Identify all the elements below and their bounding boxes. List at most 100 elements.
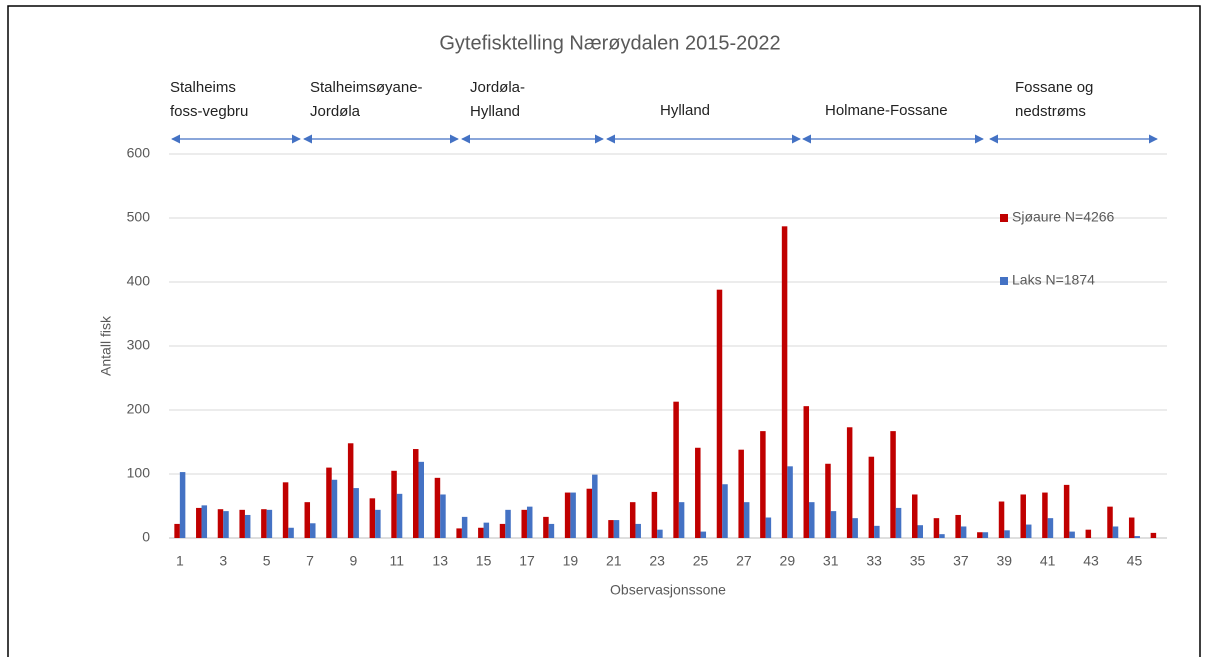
bar <box>369 498 376 538</box>
bar <box>201 505 208 538</box>
legend-label: Sjøaure N=4266 <box>1012 209 1115 225</box>
x-tick-label: 41 <box>1040 553 1056 569</box>
bar <box>282 482 289 538</box>
x-tick-label: 31 <box>823 553 839 569</box>
bar <box>1020 494 1026 538</box>
y-tick-label: 200 <box>127 401 151 417</box>
bar <box>830 511 837 538</box>
bar <box>266 509 273 538</box>
bar <box>391 470 397 538</box>
bar <box>310 523 316 538</box>
bar <box>413 449 419 538</box>
legend-label: Laks N=1874 <box>1012 272 1095 288</box>
section-label: Stalheimsøyane- <box>310 79 423 96</box>
bar <box>505 509 511 538</box>
bar <box>1128 517 1135 538</box>
bar <box>635 523 641 538</box>
bar <box>261 509 267 538</box>
frame <box>7 5 1201 657</box>
bar <box>564 492 571 538</box>
bar <box>613 520 620 538</box>
bar <box>825 463 831 538</box>
bar <box>977 532 983 538</box>
bar <box>548 523 555 538</box>
bar <box>353 488 359 538</box>
bar <box>846 427 853 538</box>
section-label: Fossane og <box>1015 79 1093 96</box>
bar <box>1107 506 1113 538</box>
bar <box>787 466 793 538</box>
bar <box>955 514 961 538</box>
bar <box>716 289 723 538</box>
bar <box>440 494 446 538</box>
bar <box>521 509 527 538</box>
x-axis-title: Observasjonssone <box>610 582 726 598</box>
bar <box>543 516 549 538</box>
bar <box>217 509 224 538</box>
bar <box>331 479 338 538</box>
x-tick-label: 7 <box>306 553 314 569</box>
bar <box>570 492 576 538</box>
bar <box>288 527 294 538</box>
bar <box>722 484 728 538</box>
y-axis-title: Antall fisk <box>98 315 114 376</box>
x-tick-label: 33 <box>866 553 882 569</box>
bar <box>1134 536 1140 538</box>
bar <box>456 528 462 538</box>
bar <box>418 461 424 538</box>
x-tick-label: 35 <box>910 553 926 569</box>
bar <box>461 516 468 538</box>
x-tick-label: 15 <box>476 553 492 569</box>
bar <box>1047 518 1054 538</box>
x-tick-label: 5 <box>263 553 271 569</box>
bar <box>895 507 902 538</box>
bar <box>304 502 311 538</box>
x-tick-label: 13 <box>432 553 448 569</box>
bar <box>874 525 880 538</box>
bar <box>738 449 744 538</box>
bar <box>1063 484 1070 538</box>
x-tick-label: 9 <box>350 553 358 569</box>
legend-marker <box>1000 214 1008 222</box>
bar <box>700 531 707 538</box>
bar <box>678 502 685 538</box>
bar <box>939 534 945 538</box>
bar <box>244 514 251 538</box>
x-tick-label: 39 <box>996 553 1012 569</box>
section-label: Stalheims <box>170 79 236 96</box>
section-label: foss-vegbru <box>170 103 248 120</box>
section-label: Hylland <box>470 103 520 120</box>
bar <box>1085 529 1092 538</box>
bar <box>174 523 180 538</box>
bar <box>1042 492 1048 538</box>
y-tick-label: 400 <box>127 273 151 289</box>
bar <box>657 529 663 538</box>
bar <box>586 488 593 538</box>
bar <box>760 431 766 538</box>
x-tick-label: 1 <box>176 553 184 569</box>
x-tick-label: 27 <box>736 553 752 569</box>
bar <box>434 477 441 538</box>
bar <box>765 517 772 538</box>
bar <box>1025 524 1032 538</box>
x-tick-label: 3 <box>219 553 227 569</box>
bar <box>933 518 940 538</box>
bar <box>1004 530 1010 538</box>
bar <box>526 506 533 538</box>
bar <box>629 502 636 538</box>
x-tick-label: 37 <box>953 553 969 569</box>
bar <box>483 522 490 538</box>
bar <box>347 443 354 538</box>
section-label: Holmane-Fossane <box>825 102 948 119</box>
bar <box>917 525 923 538</box>
bar <box>868 456 875 538</box>
bar <box>781 226 788 538</box>
y-tick-label: 600 <box>127 145 151 161</box>
bar <box>396 493 403 538</box>
bar <box>608 520 614 538</box>
bar <box>743 502 750 538</box>
section-label: Jordøla- <box>470 79 525 96</box>
bar <box>375 509 381 538</box>
x-tick-label: 21 <box>606 553 622 569</box>
